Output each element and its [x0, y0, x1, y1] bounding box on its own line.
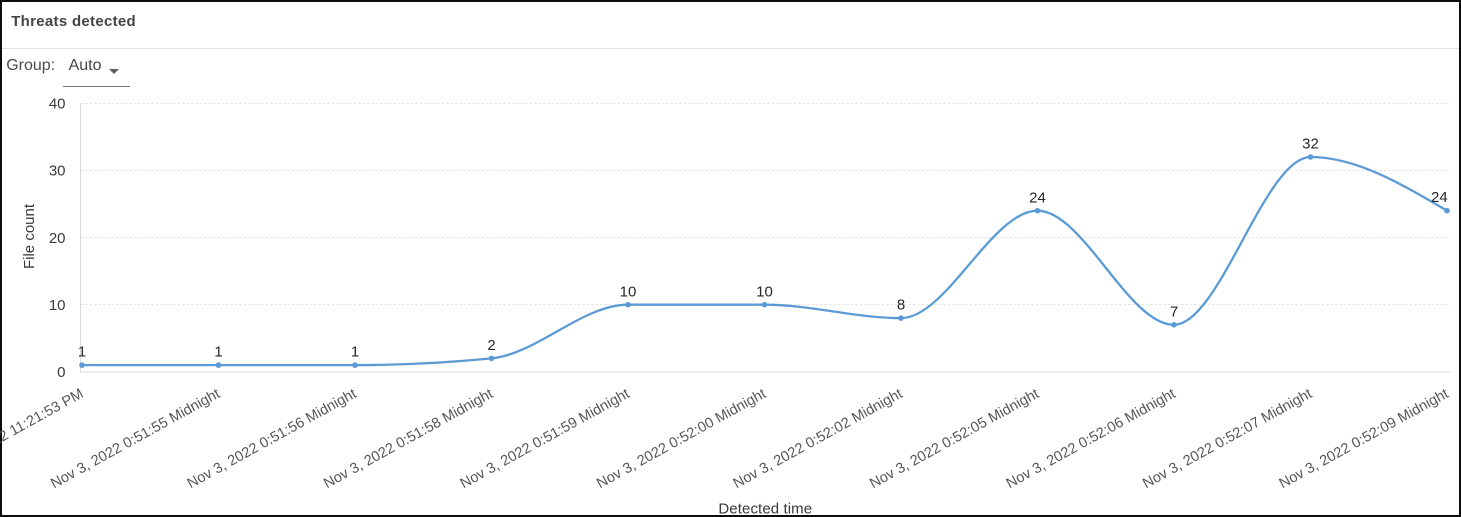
- svg-text:1: 1: [351, 344, 359, 361]
- svg-text:40: 40: [49, 96, 66, 113]
- svg-text:10: 10: [756, 283, 773, 300]
- svg-text:1: 1: [78, 344, 86, 361]
- svg-text:File count: File count: [21, 203, 38, 269]
- svg-text:Detected time: Detected time: [718, 500, 812, 517]
- svg-text:10: 10: [620, 283, 637, 300]
- svg-text:2: 2: [487, 337, 495, 354]
- svg-text:32: 32: [1302, 136, 1319, 153]
- svg-text:10: 10: [49, 297, 66, 314]
- svg-text:30: 30: [49, 163, 66, 180]
- svg-text:1: 1: [214, 344, 222, 361]
- svg-text:0: 0: [57, 364, 65, 381]
- svg-text:8: 8: [897, 297, 905, 314]
- svg-text:7: 7: [1170, 303, 1178, 320]
- svg-text:24: 24: [1029, 189, 1046, 206]
- svg-text:20: 20: [49, 230, 66, 247]
- svg-text:24: 24: [1431, 189, 1448, 206]
